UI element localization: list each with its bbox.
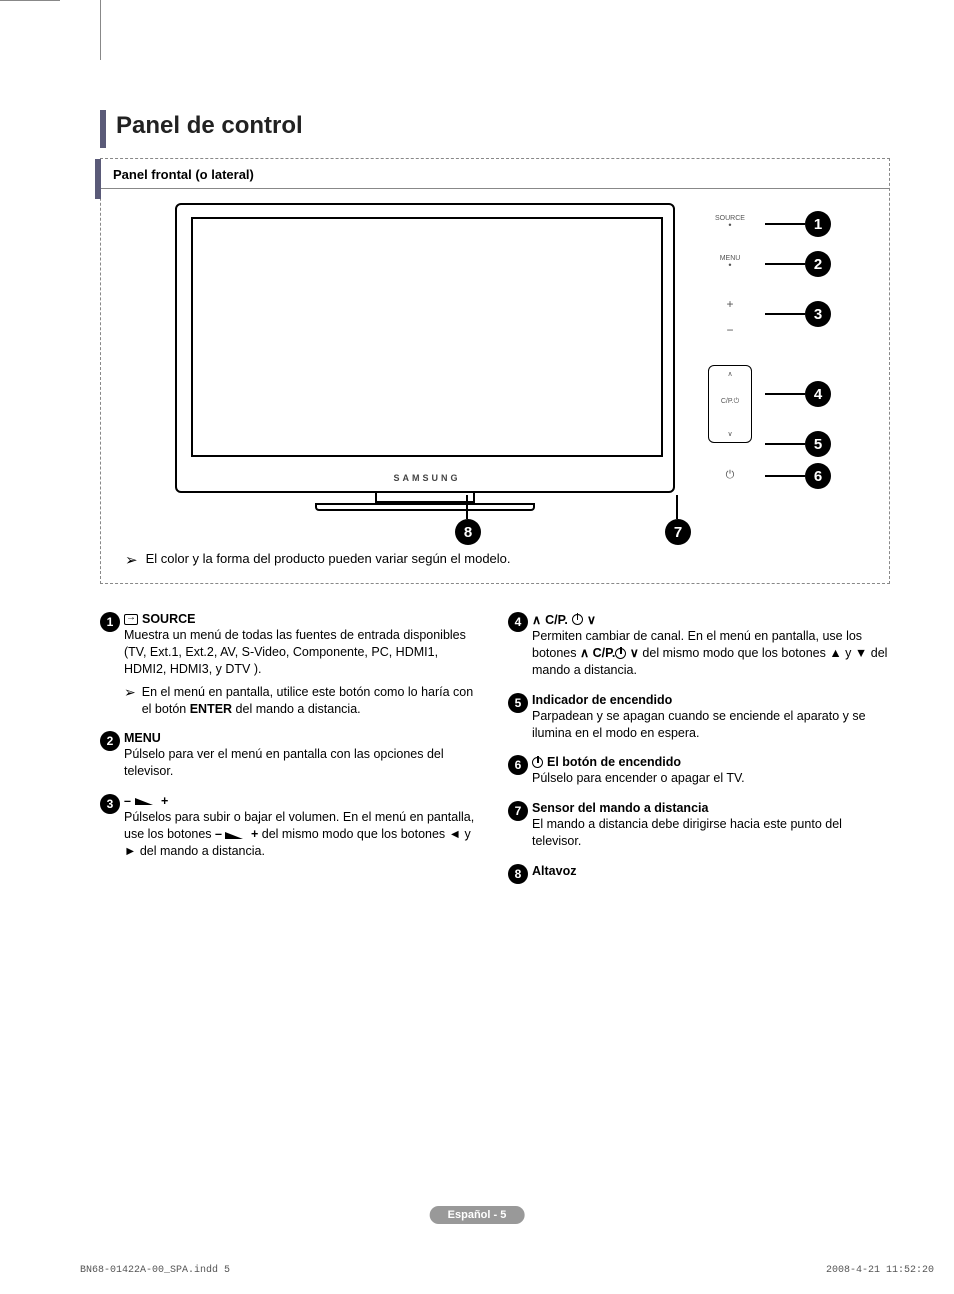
item-2-title: MENU [124,731,482,745]
item-1-text: Muestra un menú de todas las fuentes de … [124,627,482,678]
callout-8: 8 [455,519,481,545]
item-3-title: – + [124,794,482,808]
item-6-number: 6 [508,755,528,775]
item-2: 2 MENU Púlselo para ver el menú en panta… [100,731,482,780]
page-footer-pill: Español - 5 [430,1206,525,1224]
item-3: 3 – + Púlselos para subir o bajar el vol… [100,794,482,860]
item-4: 4 ∧ C/P. ∨ Permiten cambiar de canal. En… [508,612,890,679]
item-6-text: Púlselo para encender o apagar el TV. [532,770,890,787]
note-arrow-icon: ➢ [125,551,138,569]
print-footer-right: 2008-4-21 11:52:20 [826,1265,934,1276]
tv-side-panel: SOURCE• MENU• + − ∧ C/P.⏻ ∨ ⏻ [695,215,765,505]
item-1: 1 SOURCE Muestra un menú de todas las fu… [100,612,482,717]
tv-body: SAMSUNG [175,203,675,493]
callout-1: 1 [805,211,831,237]
panel-figure-box: Panel frontal (o lateral) SAMSUNG SOURCE… [100,158,890,584]
volume-icon [135,797,157,805]
item-2-text: Púlselo para ver el menú en pantalla con… [124,746,482,780]
item-4-title: ∧ C/P. ∨ [532,612,890,627]
panel-label-power: ⏻ [695,469,765,482]
item-5-title: Indicador de encendido [532,693,890,707]
item-1-number: 1 [100,612,120,632]
description-columns: 1 SOURCE Muestra un menú de todas las fu… [100,612,890,898]
subtitle-accent-bar [95,159,101,199]
callout-2: 2 [805,251,831,277]
callout-5: 5 [805,431,831,457]
page-title-row: Panel de control [100,110,890,148]
item-8: 8 Altavoz [508,864,890,884]
tv-screen [191,217,663,457]
item-7: 7 Sensor del mando a distancia El mando … [508,801,890,850]
item-7-number: 7 [508,801,528,821]
power-icon [532,757,543,768]
volume-icon [225,831,247,839]
print-footer-left: BN68-01422A-00_SPA.indd 5 [80,1265,230,1276]
item-1-subnote: ➢ En el menú en pantalla, utilice este b… [124,684,482,718]
source-icon [124,614,138,625]
item-7-text: El mando a distancia debe dirigirse haci… [532,816,890,850]
tv-diagram: SAMSUNG SOURCE• MENU• + − ∧ C/P.⏻ ∨ [175,203,815,533]
left-column: 1 SOURCE Muestra un menú de todas las fu… [100,612,482,898]
title-accent-bar [100,110,106,148]
note-arrow-icon: ➢ [124,684,136,718]
item-2-number: 2 [100,731,120,751]
item-6: 6 El botón de encendido Púlselo para enc… [508,755,890,787]
item-7-title: Sensor del mando a distancia [532,801,890,815]
callout-6: 6 [805,463,831,489]
callout-3: 3 [805,301,831,327]
item-5-text: Parpadean y se apagan cuando se enciende… [532,708,890,742]
figure-note-text: El color y la forma del producto pueden … [146,551,511,566]
page-title: Panel de control [116,110,303,148]
figure-note: ➢ El color y la forma del producto puede… [125,551,865,569]
tv-brand-label: SAMSUNG [177,473,677,483]
print-footer: BN68-01422A-00_SPA.indd 5 2008-4-21 11:5… [80,1265,934,1276]
item-3-number: 3 [100,794,120,814]
power-icon [572,614,583,625]
item-4-text: Permiten cambiar de canal. En el menú en… [532,628,890,679]
item-1-title: SOURCE [124,612,482,626]
item-8-title: Altavoz [532,864,890,878]
panel-label-vol-minus: − [695,323,765,337]
panel-subtitle: Panel frontal (o lateral) [101,159,889,188]
panel-label-menu: MENU• [695,255,765,268]
tv-stand-base [315,503,535,511]
panel-label-vol-plus: + [695,297,765,311]
callout-4: 4 [805,381,831,407]
right-column: 4 ∧ C/P. ∨ Permiten cambiar de canal. En… [508,612,890,898]
tv-stand-neck [375,493,475,503]
item-5: 5 Indicador de encendido Parpadean y se … [508,693,890,742]
panel-label-source: SOURCE• [695,215,765,228]
callout-7: 7 [665,519,691,545]
item-8-number: 8 [508,864,528,884]
item-5-number: 5 [508,693,528,713]
panel-label-channel: ∧ C/P.⏻ ∨ [695,363,765,443]
item-6-title: El botón de encendido [532,755,890,769]
power-icon [615,648,626,659]
item-4-number: 4 [508,612,528,632]
item-3-text: Púlselos para subir o bajar el volumen. … [124,809,482,860]
